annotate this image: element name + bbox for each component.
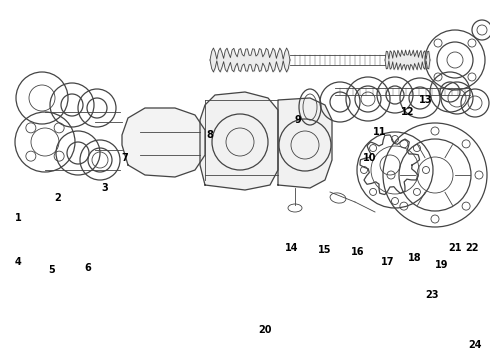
Text: 9: 9: [294, 115, 301, 125]
Text: 2: 2: [54, 193, 61, 203]
Polygon shape: [200, 92, 278, 190]
Text: 20: 20: [258, 325, 272, 335]
Text: 13: 13: [419, 95, 433, 105]
Text: 22: 22: [465, 243, 479, 253]
Text: 19: 19: [435, 260, 449, 270]
Text: 21: 21: [448, 243, 462, 253]
Text: 1: 1: [15, 213, 22, 223]
Text: 12: 12: [401, 107, 415, 117]
Polygon shape: [278, 98, 332, 188]
Text: 10: 10: [363, 153, 377, 163]
Text: 7: 7: [122, 153, 128, 163]
Text: 17: 17: [381, 257, 395, 267]
Text: 8: 8: [207, 130, 214, 140]
Text: 14: 14: [285, 243, 299, 253]
Text: 18: 18: [408, 253, 422, 263]
Text: 15: 15: [318, 245, 332, 255]
Text: 11: 11: [373, 127, 387, 137]
Text: 23: 23: [425, 290, 439, 300]
Text: 6: 6: [85, 263, 91, 273]
Polygon shape: [122, 108, 205, 177]
Text: 4: 4: [15, 257, 22, 267]
Text: 5: 5: [49, 265, 55, 275]
Text: 16: 16: [351, 247, 365, 257]
Text: 3: 3: [101, 183, 108, 193]
Text: 24: 24: [468, 340, 482, 350]
